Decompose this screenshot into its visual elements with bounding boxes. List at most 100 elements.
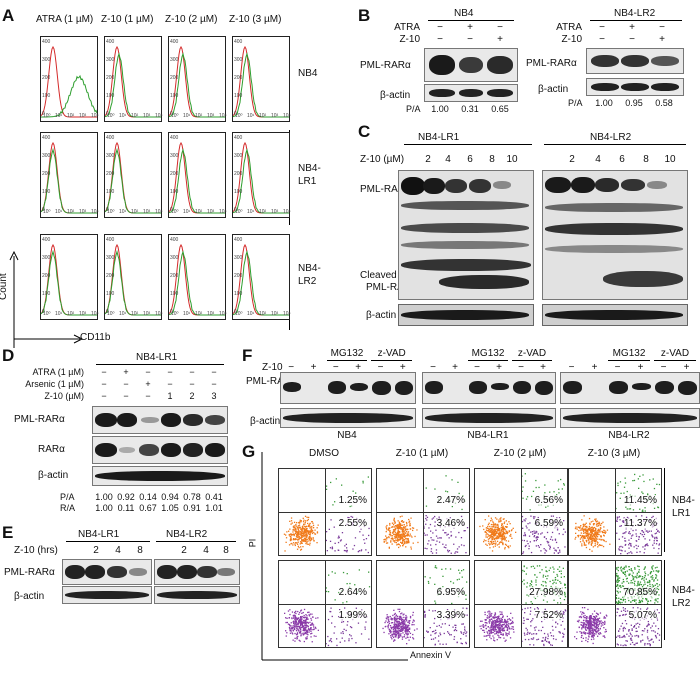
g-dot-early: [642, 546, 644, 548]
g-dot-live: [300, 617, 302, 620]
g-dot-early: [562, 635, 565, 638]
g-dot-late: [632, 576, 634, 578]
g-dot-live: [509, 628, 511, 630]
g-dot-late: [557, 480, 559, 482]
g-dot-live: [494, 535, 496, 537]
g-dot-early: [562, 613, 564, 615]
g-dot-late: [649, 581, 651, 583]
g-dot-live: [485, 534, 487, 536]
g-dot-live: [390, 626, 392, 628]
a-xtick-r2-c3-0: 10⁰: [171, 209, 179, 215]
g-dot-live: [407, 532, 409, 534]
g-dot-early: [624, 537, 626, 539]
g-dot-late: [643, 577, 646, 579]
g-dot-late: [636, 577, 638, 579]
g-dot-live: [500, 536, 502, 538]
g-dot-early: [351, 626, 353, 629]
g-dot-live: [390, 636, 392, 638]
g-dot-live: [393, 616, 396, 619]
g-dot-early: [434, 632, 436, 635]
g-dot-live: [507, 618, 509, 621]
g-dot-live: [498, 521, 500, 523]
g-dot-late: [552, 579, 554, 581]
g-dot-late: [545, 575, 547, 577]
g-dot-early: [365, 538, 368, 540]
a-ytick-r1-c1-2: 200: [42, 75, 51, 81]
g-dot-late: [619, 584, 621, 587]
g-dot-early: [521, 539, 523, 541]
g-dot-late: [615, 594, 618, 596]
a-xtick-r3-c1-1: 10¹: [55, 311, 63, 317]
g-dot-early: [550, 635, 553, 637]
g-dot-early: [656, 528, 658, 530]
g-dot-early: [537, 545, 539, 547]
g-dot-live: [304, 539, 306, 541]
g-dot-live: [397, 525, 399, 527]
a-hist-r1-c2: 400 300 200 100 0 10⁰ 10¹ 10² 10³ 10⁴: [104, 36, 163, 122]
g-dot-live: [300, 616, 302, 618]
d-sign-r3-c5: 2: [189, 391, 195, 401]
a-curve-treated-r1-c2: [104, 52, 161, 118]
g-dot-late: [346, 583, 348, 585]
g-dot-late: [530, 601, 532, 603]
g-dot-live: [501, 526, 504, 528]
g-dot-live: [310, 531, 312, 533]
g-dot-live: [580, 525, 582, 527]
g-dot-live: [502, 527, 505, 529]
g-dot-live: [384, 621, 386, 624]
g-dot-live: [492, 538, 494, 541]
g-dot-early: [340, 539, 342, 541]
g-dot-late: [651, 584, 654, 586]
g-dot-live: [493, 531, 495, 533]
a-xtick-r1-c2-3: 10³: [143, 113, 151, 119]
g-dot-early: [558, 533, 560, 535]
g-dot-live: [512, 628, 515, 630]
g-dot-live: [301, 534, 303, 536]
g-dot-live: [506, 633, 508, 635]
g-dot-late: [652, 577, 654, 579]
g-dot-live: [586, 533, 588, 535]
g-dot-live: [293, 625, 295, 627]
g-dot-early: [343, 628, 345, 630]
g-dot-late: [619, 481, 622, 483]
g-dot-live: [308, 530, 310, 532]
g-dot-live: [392, 635, 394, 637]
g-dot-late: [325, 590, 328, 593]
g-dot-early: [549, 548, 551, 550]
g-dot-late: [619, 567, 622, 569]
g-dot-live: [588, 636, 590, 638]
b2-sign-r2-c3: +: [659, 34, 665, 45]
g-dot-live: [587, 608, 589, 611]
a-curve-treated-r3-c4: [232, 250, 289, 316]
g-dot-live: [602, 635, 604, 637]
g-dot-early: [636, 630, 638, 632]
g-dot-early: [531, 619, 533, 622]
g-dot-live: [289, 630, 291, 632]
g-dot-early: [432, 517, 435, 519]
g-dot-live: [506, 615, 508, 618]
g-dot-live: [391, 618, 394, 620]
a-ytick-r1-c1-4: 0: [42, 111, 45, 117]
g-dot-live: [289, 535, 292, 538]
g-dot-live: [489, 613, 491, 615]
a-xtick-r3-c2-3: 10³: [143, 311, 151, 317]
g-dot-live: [492, 624, 494, 626]
g-dot-early: [362, 534, 364, 536]
f-band-actin-g3: [563, 413, 697, 423]
g-dot-live: [300, 626, 303, 629]
g-dot-late: [657, 506, 660, 509]
g-dot-live: [592, 527, 595, 529]
g-dot-live: [405, 532, 407, 534]
g-dot-late: [553, 568, 555, 570]
g-row-lr2-l2: LR2: [672, 598, 691, 609]
g-dot-live: [295, 621, 297, 624]
g-dot-early: [624, 610, 627, 612]
g-dot-late: [331, 571, 333, 573]
g-dot-live: [595, 540, 597, 543]
g-dot-live: [494, 633, 496, 635]
g-dot-live: [303, 628, 305, 630]
g-dot-live: [395, 634, 397, 636]
g-dot-early: [524, 634, 526, 636]
g-dot-early: [533, 627, 536, 629]
g-dot-early: [534, 532, 536, 534]
